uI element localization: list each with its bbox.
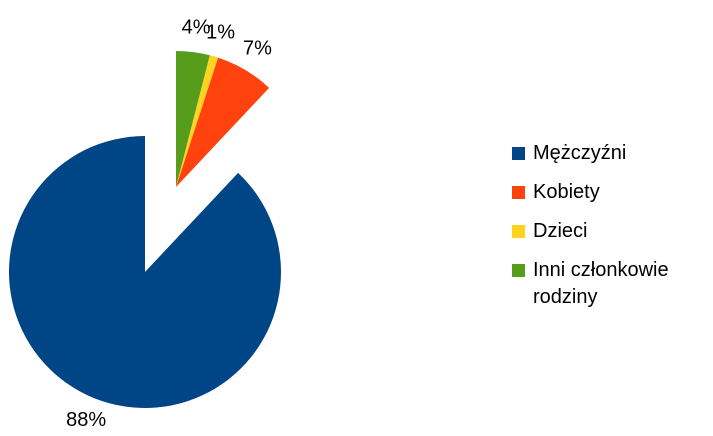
legend-swatch xyxy=(512,147,525,160)
slice-label: 1% xyxy=(206,22,235,44)
legend-label: Mężczyźni xyxy=(533,142,627,164)
legend-item: Mężczyźni xyxy=(512,140,702,167)
slice-label: 7% xyxy=(243,38,272,60)
legend-item: Dzieci xyxy=(512,218,702,245)
legend-swatch xyxy=(512,225,525,238)
pie-slice xyxy=(176,55,219,187)
legend: Mężczyźni Kobiety Dzieci Inni członkowie ro… xyxy=(512,140,702,323)
legend-item: Inni członkowie rodziny xyxy=(512,257,702,311)
slice-label: 88% xyxy=(66,409,106,431)
pie-slice xyxy=(9,136,282,408)
slice-label: 4% xyxy=(182,17,211,39)
legend-label: Kobiety xyxy=(533,181,600,203)
legend-swatch xyxy=(512,186,525,199)
legend-swatch xyxy=(512,264,525,277)
pie-slice xyxy=(176,57,270,188)
legend-label: Inni członkowie rodziny xyxy=(533,259,669,308)
legend-label: Dzieci xyxy=(533,220,588,242)
legend-item: Kobiety xyxy=(512,179,702,206)
pie-slice xyxy=(176,51,210,187)
